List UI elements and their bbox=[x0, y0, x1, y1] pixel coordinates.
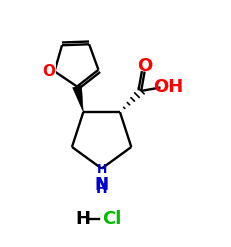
Polygon shape bbox=[73, 85, 83, 112]
Text: Cl: Cl bbox=[102, 210, 122, 228]
Text: N: N bbox=[95, 177, 108, 192]
Text: O: O bbox=[137, 58, 152, 76]
Text: H: H bbox=[76, 210, 91, 228]
Text: H: H bbox=[97, 164, 107, 176]
Text: N: N bbox=[95, 176, 109, 194]
Text: OH: OH bbox=[153, 79, 183, 97]
Text: H: H bbox=[96, 182, 107, 196]
Text: O: O bbox=[42, 64, 55, 79]
